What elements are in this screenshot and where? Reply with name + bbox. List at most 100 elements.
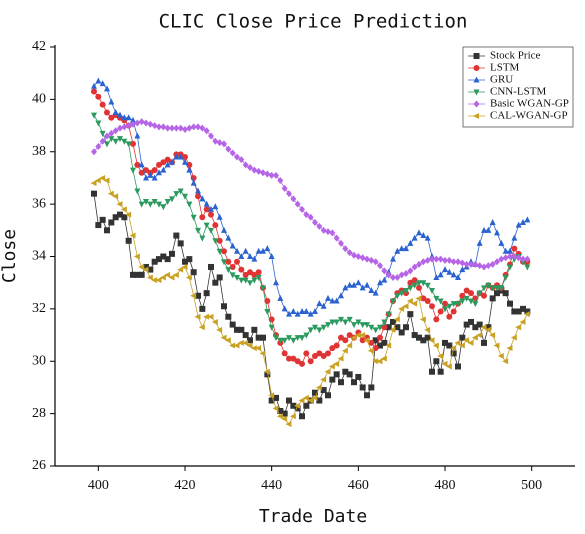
marker (351, 281, 357, 288)
marker (294, 335, 301, 342)
marker (450, 308, 457, 315)
marker (437, 368, 444, 375)
marker (286, 397, 292, 404)
marker (351, 379, 357, 386)
marker (419, 316, 426, 323)
marker (363, 337, 370, 344)
marker (121, 138, 128, 145)
marker (225, 145, 232, 153)
marker (459, 298, 466, 305)
marker (489, 295, 496, 302)
marker (251, 271, 258, 278)
series (91, 190, 531, 420)
marker (398, 329, 405, 336)
x-tick-label: 440 (261, 478, 282, 493)
marker (255, 269, 262, 276)
marker (472, 301, 479, 308)
marker (329, 229, 336, 237)
series (90, 174, 530, 428)
series-line (93, 121, 528, 278)
marker (312, 307, 318, 314)
marker (103, 177, 110, 184)
marker (484, 326, 491, 333)
marker (195, 227, 201, 234)
marker (286, 310, 292, 317)
marker (156, 169, 162, 176)
legend-marker (473, 76, 480, 83)
marker (437, 271, 444, 278)
marker (260, 247, 266, 254)
marker (112, 193, 119, 200)
marker (394, 273, 401, 281)
marker (169, 158, 175, 165)
legend-marker (473, 53, 480, 59)
marker (216, 237, 223, 244)
marker (328, 363, 335, 370)
marker (234, 153, 240, 161)
marker (364, 255, 370, 263)
marker (125, 114, 132, 121)
marker (372, 327, 379, 334)
marker (520, 218, 526, 225)
marker (485, 282, 492, 289)
marker (346, 249, 353, 257)
marker (195, 292, 201, 299)
legend-marker (473, 65, 480, 71)
marker (138, 169, 145, 176)
marker (520, 255, 526, 263)
marker (446, 342, 453, 349)
marker (229, 321, 236, 328)
marker (446, 268, 453, 275)
y-tick-label: 26 (32, 458, 46, 473)
legend-marker (473, 113, 479, 119)
marker (286, 335, 292, 342)
marker (320, 226, 327, 234)
marker (134, 119, 141, 127)
marker (182, 153, 188, 160)
marker (121, 214, 128, 221)
marker (403, 324, 409, 331)
marker (208, 211, 214, 218)
marker (143, 199, 149, 206)
marker (372, 345, 379, 352)
marker (511, 253, 518, 260)
marker (303, 332, 310, 339)
marker (472, 260, 479, 268)
marker (450, 345, 457, 352)
marker (155, 277, 162, 284)
marker (455, 301, 461, 308)
marker (329, 297, 336, 304)
marker (133, 253, 140, 260)
marker (99, 101, 106, 108)
marker (411, 263, 418, 271)
marker (506, 345, 513, 352)
marker (393, 316, 400, 323)
marker (138, 118, 145, 126)
marker (299, 360, 305, 367)
legend-box (462, 46, 574, 128)
marker (107, 190, 114, 197)
marker (247, 280, 253, 287)
marker (390, 273, 396, 281)
marker (515, 308, 522, 315)
marker (143, 174, 149, 181)
marker (221, 303, 227, 310)
x-tick-label: 480 (435, 478, 456, 493)
marker (242, 332, 249, 339)
marker (515, 324, 522, 331)
marker (285, 421, 292, 428)
marker (255, 167, 262, 175)
marker (290, 355, 297, 362)
series-line (93, 91, 528, 365)
marker (472, 324, 479, 331)
marker (476, 332, 483, 339)
marker (416, 260, 422, 268)
marker (247, 269, 253, 276)
marker (368, 287, 375, 294)
marker (312, 218, 318, 226)
marker (104, 85, 110, 92)
marker (523, 311, 530, 318)
marker (264, 371, 271, 378)
marker (302, 394, 309, 401)
